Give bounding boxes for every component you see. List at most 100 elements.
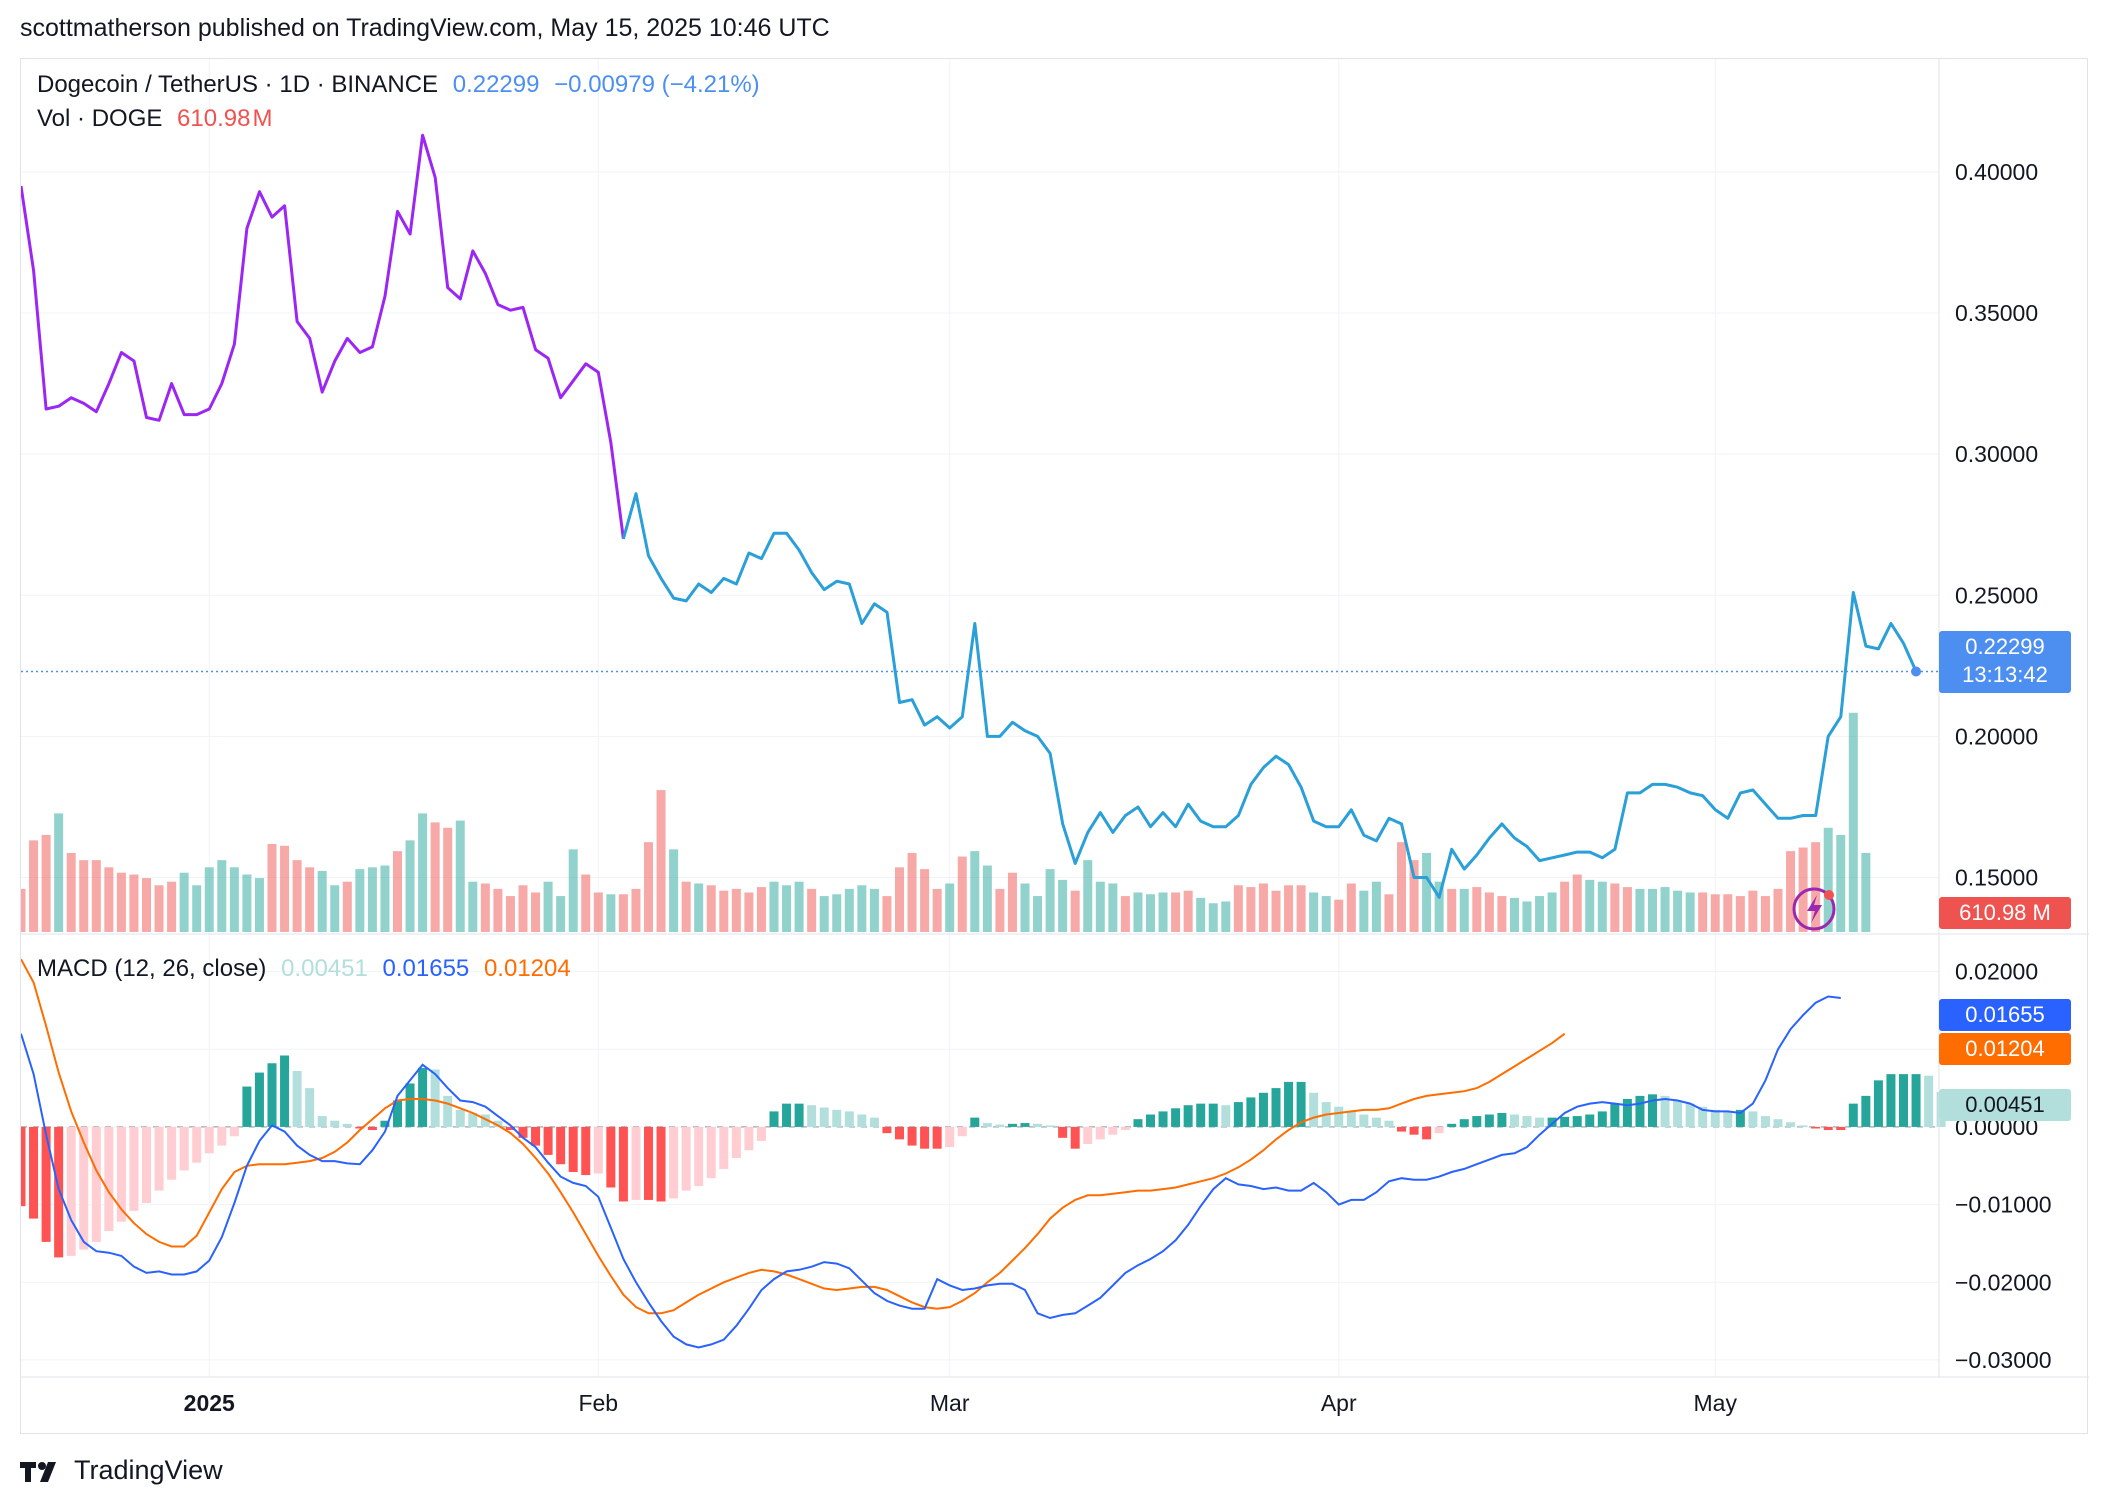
macd-histogram-bar <box>29 1126 39 1219</box>
volume-tag: 610.98 M <box>1939 897 2071 929</box>
volume-bar <box>1095 881 1105 932</box>
macd-histogram-bar <box>1095 1126 1105 1140</box>
macd-histogram-bar <box>869 1117 879 1127</box>
volume-bar <box>995 888 1005 932</box>
volume-bar <box>292 860 302 932</box>
macd-histogram-bar <box>1258 1092 1268 1127</box>
volume-bar <box>1798 847 1808 932</box>
macd-histogram-bar <box>807 1105 817 1127</box>
macd-histogram-bar <box>1459 1119 1469 1127</box>
volume-bar <box>1648 888 1657 932</box>
volume-bar <box>1660 887 1670 932</box>
volume-bar <box>1560 881 1570 932</box>
footer-brand[interactable]: TradingView <box>20 1455 223 1486</box>
volume-bar <box>1597 881 1607 932</box>
volume-bar <box>1359 890 1369 932</box>
volume-bar <box>305 867 315 932</box>
x-tick-label: Feb <box>578 1390 618 1416</box>
volume-bar <box>1171 892 1181 932</box>
volume-bar <box>869 888 879 932</box>
macd-tick-label: −0.03000 <box>1955 1347 2052 1373</box>
macd-histogram-bar <box>280 1055 290 1127</box>
macd-histogram-bar <box>116 1126 126 1222</box>
macd-histogram-bar <box>1083 1126 1093 1145</box>
macd-histogram-bar <box>618 1126 628 1202</box>
macd-histogram-bar <box>1371 1117 1381 1127</box>
volume-bar <box>380 865 390 932</box>
volume-bar <box>1258 883 1268 932</box>
macd-histogram-bar <box>1033 1123 1043 1127</box>
macd-histogram-bar <box>719 1126 729 1169</box>
macd-histogram-bar <box>1196 1103 1206 1127</box>
symbol-title: Dogecoin / TetherUS · 1D · BINANCE <box>37 71 439 98</box>
macd-histogram-bar <box>1334 1106 1344 1127</box>
volume-bar <box>1083 860 1093 932</box>
macd-histogram-bar <box>1271 1088 1281 1127</box>
price-tick-label: 0.25000 <box>1955 582 2038 608</box>
macd-histogram-bar <box>932 1126 942 1149</box>
volume-bar <box>1848 712 1858 932</box>
macd-histogram-bar <box>920 1126 930 1149</box>
macd-histogram-bar <box>782 1103 792 1127</box>
tradingview-logo-icon <box>20 1461 56 1482</box>
macd-histogram-bar <box>79 1126 89 1250</box>
volume-bar <box>443 827 453 932</box>
volume-bar <box>807 888 817 932</box>
macd-histogram-bar <box>1848 1103 1858 1127</box>
volume-bar <box>1007 872 1017 932</box>
volume-bar <box>681 881 691 932</box>
volume-bar <box>769 881 779 932</box>
price-change-value: −0.00979 (−4.21%) <box>554 71 760 98</box>
volume-bar <box>782 885 792 932</box>
macd-histogram-bar <box>1171 1108 1181 1127</box>
volume-bar <box>154 885 164 932</box>
macd-histogram-bar <box>418 1067 428 1127</box>
macd-histogram-bar <box>1610 1103 1620 1127</box>
macd-histogram-bar <box>217 1126 227 1146</box>
price-line-late <box>621 492 1918 899</box>
volume-value: 610.98 <box>177 105 251 132</box>
macd-histogram-bar <box>505 1126 515 1131</box>
macd-histogram-bar <box>1359 1114 1369 1127</box>
chart-frame[interactable]: 2025 Feb Mar Apr May 0.40000 0.35000 0.30000 0.2… <box>20 58 2089 1435</box>
macd-histogram-bar <box>167 1126 177 1180</box>
lightning-icon[interactable] <box>1792 887 1836 931</box>
macd-histogram-bar <box>1798 1125 1808 1127</box>
macd-histogram-bar <box>957 1126 967 1137</box>
macd-histogram-bar <box>970 1117 980 1127</box>
brand-name: TradingView <box>74 1455 223 1485</box>
macd-histogram-bar <box>1509 1114 1519 1127</box>
macd-histogram-bar <box>1246 1097 1256 1127</box>
volume-bar <box>317 870 327 932</box>
volume-bar <box>895 867 904 932</box>
volume-bar <box>731 888 741 932</box>
macd-histogram-bar <box>66 1126 76 1256</box>
volume-bar <box>1108 883 1118 932</box>
price-tick-label: 0.20000 <box>1955 723 2038 749</box>
macd-histogram-bar <box>543 1126 553 1155</box>
volume-bar <box>1823 827 1833 932</box>
volume-bar <box>1246 887 1256 932</box>
price-tag: 0.22299 13:13:42 <box>1939 631 2071 693</box>
volume-bar <box>79 860 89 932</box>
macd-histogram-bar <box>192 1126 202 1163</box>
volume-bar <box>832 894 842 932</box>
macd-histogram-bar <box>405 1083 415 1127</box>
macd-histogram-bar <box>1070 1126 1080 1149</box>
volume-bar <box>129 874 139 932</box>
macd-histogram-bar <box>1497 1112 1507 1127</box>
volume-bar <box>882 896 892 932</box>
x-tick-label: Mar <box>930 1390 970 1416</box>
volume-bar <box>1723 894 1733 932</box>
macd-histogram-bar <box>1861 1095 1871 1127</box>
chart-canvas[interactable]: 2025 Feb Mar Apr May 0.40000 0.35000 0.30000 0.2… <box>21 59 2089 1435</box>
volume-bar <box>54 813 64 932</box>
macd-histogram-bar <box>292 1071 302 1127</box>
volume-bar <box>1233 885 1243 932</box>
macd-histogram-bar <box>1422 1126 1432 1140</box>
macd-histogram-bar <box>656 1126 666 1202</box>
price-tag-value: 0.22299 <box>1965 634 2045 659</box>
macd-histogram-bar <box>982 1123 992 1127</box>
volume-bar <box>1271 890 1281 932</box>
macd-histogram-bar <box>669 1126 679 1199</box>
